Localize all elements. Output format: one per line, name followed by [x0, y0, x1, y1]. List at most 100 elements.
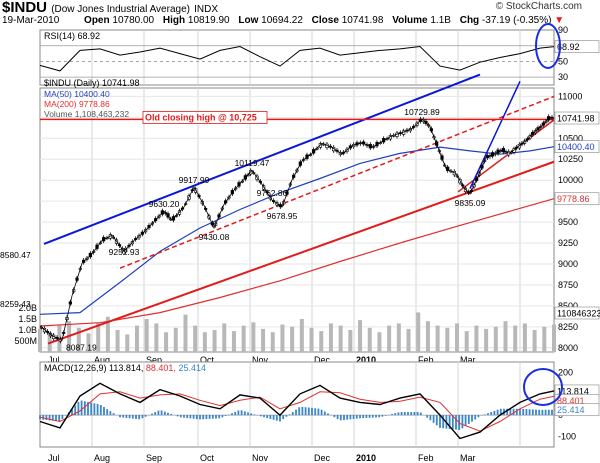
- macd-histogram-bar: [74, 405, 77, 416]
- volume-bar: [202, 332, 207, 352]
- macd-histogram-bar: [336, 415, 339, 420]
- macd-histogram-bar: [298, 407, 301, 416]
- macd-histogram-bar: [333, 415, 336, 418]
- macd-histogram-bar: [451, 415, 454, 430]
- price-annotation: 8259.43: [0, 299, 31, 309]
- rsi-current-tag-box: [554, 40, 600, 53]
- volume-bar: [367, 327, 372, 352]
- volume-bar: [455, 323, 460, 352]
- volume-bar: [105, 316, 110, 352]
- volume-bar: [38, 328, 42, 352]
- macd-histogram-bar: [362, 415, 365, 419]
- macd-histogram-bar: [231, 413, 233, 416]
- macd-histogram-bar: [384, 415, 387, 416]
- volume-bar: [319, 331, 324, 352]
- macd-histogram-bar: [80, 400, 83, 416]
- macd-x-label: 2010: [356, 453, 376, 463]
- rsi-highlight-circle: [535, 23, 561, 69]
- macd-histogram-bar: [343, 415, 345, 421]
- macd-histogram-bar: [71, 408, 73, 416]
- macd-histogram-bar: [275, 415, 278, 421]
- volume-bar: [406, 328, 411, 352]
- volume-bar: [377, 332, 382, 352]
- macd-highlight-circle: [523, 368, 563, 406]
- macd-histogram-bar: [416, 411, 419, 416]
- price-annotation: 8087.19: [66, 343, 97, 353]
- macd-histogram-bar: [327, 413, 329, 416]
- volume-bar: [183, 314, 188, 352]
- macd-histogram-bar: [531, 409, 534, 416]
- macd-histogram-bar: [381, 415, 384, 417]
- volume-tick-label: 2.0B: [18, 303, 37, 313]
- rsi-tick-label: 90: [558, 25, 568, 35]
- macd-histogram-bar: [103, 407, 105, 416]
- price-tick-label: 10500: [558, 133, 583, 143]
- price-tick-label: 8750: [558, 280, 578, 290]
- macd-value-tag: 113.814: [557, 386, 589, 396]
- macd-histogram-bar: [471, 415, 473, 422]
- macd-histogram-bar: [467, 415, 470, 424]
- macd-histogram-bar: [99, 405, 102, 416]
- quote-row: 19-Mar-2010 Open 10780.00 High 10819.90 …: [2, 15, 565, 26]
- quote-change: -37.19 (-0.35%): [481, 15, 552, 26]
- volume-bar: [338, 325, 343, 352]
- volume-bar: [328, 323, 333, 352]
- macd-histogram-bar: [426, 415, 429, 418]
- macd-histogram-bar: [77, 401, 80, 416]
- price-tick-label: 8500: [558, 301, 578, 311]
- macd-histogram-bar: [141, 415, 144, 419]
- macd-histogram-bar: [291, 411, 294, 416]
- macd-histogram-bar: [250, 413, 253, 416]
- volume-bar: [396, 323, 401, 352]
- legend-ma50: MA(50) 10400.40: [44, 89, 110, 99]
- price-x-label: Jul: [48, 355, 60, 365]
- macd-histogram-bar: [128, 415, 131, 419]
- volume-bar: [474, 325, 479, 352]
- macd-title-part: 113.814,: [107, 363, 144, 373]
- macd-histogram-bar: [317, 408, 320, 416]
- macd-histogram-bar: [551, 409, 553, 416]
- macd-histogram-bar: [474, 415, 477, 420]
- macd-histogram-bar: [163, 411, 166, 416]
- macd-histogram-bar: [272, 415, 275, 420]
- macd-x-label: Mar: [460, 453, 476, 463]
- volume-bar: [115, 330, 120, 352]
- volume-bar: [445, 327, 450, 352]
- volume-bar: [493, 326, 498, 352]
- volume-bar: [231, 331, 236, 352]
- volume-bar: [241, 325, 246, 352]
- macd-histogram-bar: [160, 410, 163, 416]
- macd-histogram-bar: [125, 415, 128, 418]
- volume-bar: [125, 334, 130, 352]
- volume-bar: [552, 324, 556, 352]
- macd-histogram-bar: [157, 410, 160, 416]
- macd-histogram-bar: [349, 415, 352, 420]
- macd-histogram-bar: [48, 415, 51, 421]
- volume-tick-label: 1.0B: [18, 325, 37, 335]
- macd-histogram-bar: [487, 413, 489, 416]
- macd-histogram-bar: [288, 414, 291, 416]
- index-name: (Dow Jones Industrial Average): [51, 4, 190, 15]
- price-tick-label: 9000: [558, 259, 578, 269]
- macd-histogram-bar: [45, 415, 48, 421]
- price-tick-label: 8000: [558, 343, 578, 353]
- ma200-line: [39, 198, 555, 327]
- price-annotation: 9762.86: [257, 188, 288, 198]
- macd-histogram-bar: [435, 415, 438, 426]
- macd-histogram-bar: [407, 411, 409, 416]
- volume-bar: [522, 323, 527, 352]
- volume-bar: [222, 323, 227, 352]
- macd-title-part: 88.401,: [143, 363, 176, 373]
- macd-histogram-bar: [541, 409, 544, 416]
- macd-histogram-bar: [375, 415, 377, 418]
- price-title: $INDU (Daily) 10741.98: [44, 78, 140, 88]
- macd-histogram-bar: [295, 409, 297, 416]
- macd-histogram-bar: [282, 415, 285, 420]
- quote-date: 19-Mar-2010: [2, 15, 60, 26]
- macd-histogram-bar: [109, 411, 112, 416]
- macd-histogram-bar: [266, 415, 269, 419]
- price-annotation: 10119.47: [235, 158, 270, 168]
- ticker-symbol: $INDU: [2, 0, 48, 16]
- volume-bar: [542, 326, 547, 352]
- quote-close: 10741.98: [341, 15, 384, 26]
